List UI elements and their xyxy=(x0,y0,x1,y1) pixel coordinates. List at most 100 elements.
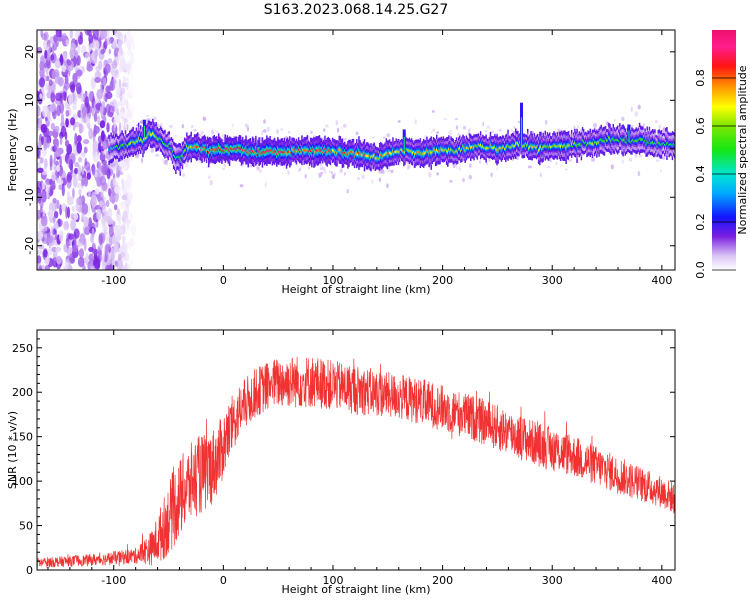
ridge-strip xyxy=(120,144,122,147)
noise-speckle xyxy=(38,265,43,270)
noise-speckle xyxy=(53,158,56,165)
ridge-strip xyxy=(325,151,327,154)
noise-speckle xyxy=(39,77,45,88)
noise-speckle xyxy=(59,230,64,242)
ridge-strip xyxy=(568,144,571,147)
ridge-halo-dot xyxy=(628,157,633,162)
ridge-strip xyxy=(437,150,439,153)
ridge-halo-dot xyxy=(200,130,204,135)
ridge-strip xyxy=(657,141,659,144)
ridge-strip xyxy=(114,145,117,148)
ridge-strip xyxy=(257,149,259,152)
noise-speckle xyxy=(80,95,85,102)
ridge-strip xyxy=(129,142,131,145)
ridge-halo-dot xyxy=(335,120,338,126)
ridge-strip xyxy=(388,151,391,154)
noise-speckle xyxy=(67,206,70,219)
noise-speckle xyxy=(65,206,68,219)
ridge-strip xyxy=(367,154,369,158)
noise-speckle xyxy=(39,205,43,218)
ridge-halo-dot xyxy=(484,129,488,133)
ridge-strip xyxy=(374,157,377,160)
ridge-strip xyxy=(546,144,549,147)
noise-speckle xyxy=(126,264,131,270)
ridge-strip xyxy=(445,149,448,153)
ridge-strip xyxy=(148,131,151,134)
ridge-strip xyxy=(419,151,422,155)
ridge-strip xyxy=(283,150,286,153)
ridge-strip xyxy=(457,147,460,150)
ridge-halo-dot xyxy=(539,172,542,178)
noise-speckle xyxy=(99,200,103,207)
ridge-halo-dot xyxy=(482,121,485,127)
ridge-strip xyxy=(586,144,588,147)
ridge-halo-dot xyxy=(244,123,249,128)
ridge-strip xyxy=(551,145,553,148)
ridge-strip xyxy=(535,146,538,149)
ridge-strip xyxy=(149,133,152,136)
noise-speckle xyxy=(72,102,77,111)
noise-speckle xyxy=(91,163,96,176)
ridge-strip xyxy=(605,139,608,142)
noise-speckle xyxy=(118,122,122,136)
ridge-halo-dot xyxy=(119,171,124,176)
ridge-strip xyxy=(240,151,243,154)
ridge-strip xyxy=(661,142,664,145)
ridge-halo-dot xyxy=(487,157,492,162)
ridge-strip xyxy=(369,156,371,159)
noise-speckle xyxy=(61,112,64,126)
ridge-strip xyxy=(558,144,561,147)
ridge-strip xyxy=(273,150,276,153)
ridge-strip xyxy=(596,142,598,145)
noise-speckle xyxy=(60,125,67,138)
ridge-strip xyxy=(289,150,291,154)
noise-speckle xyxy=(72,72,78,83)
ridge-strip xyxy=(653,142,655,145)
ridge-halo-dot xyxy=(139,120,143,124)
ridge-strip xyxy=(354,152,357,155)
ridge-strip xyxy=(454,150,457,153)
ridge-strip xyxy=(601,140,604,143)
ridge-halo-dot xyxy=(323,128,326,132)
ridge-halo-dot xyxy=(568,159,572,162)
noise-speckle xyxy=(64,100,69,110)
ridge-strip xyxy=(331,149,334,152)
ridge-halo-dot xyxy=(458,166,461,171)
ridge-strip xyxy=(498,147,500,150)
ridge-strip xyxy=(508,145,510,148)
noise-speckle xyxy=(72,174,79,186)
ridge-strip xyxy=(297,148,300,151)
noise-speckle xyxy=(113,204,118,211)
ridge-strip xyxy=(567,144,570,147)
ridge-strip xyxy=(133,141,135,144)
ridge-strip xyxy=(593,141,596,144)
noise-speckle xyxy=(46,186,49,199)
noise-speckle xyxy=(72,143,77,155)
ridge-halo-dot xyxy=(184,162,189,168)
noise-speckle xyxy=(50,103,57,112)
noise-speckle xyxy=(54,202,58,210)
noise-speckle xyxy=(49,154,53,167)
ridge-strip xyxy=(451,149,453,152)
ridge-strip xyxy=(420,153,423,156)
noise-speckle xyxy=(46,43,52,53)
ridge-halo-dot xyxy=(555,161,558,166)
noise-speckle xyxy=(78,188,82,196)
ridge-strip xyxy=(544,144,546,147)
ridge-strip xyxy=(187,148,189,151)
ridge-strip xyxy=(375,157,378,160)
ridge-strip xyxy=(315,149,317,152)
ridge-halo-dot xyxy=(436,172,440,176)
ridge-strip xyxy=(456,151,459,154)
ridge-strip xyxy=(449,150,451,153)
ridge-strip xyxy=(324,148,326,151)
noise-speckle xyxy=(121,241,125,251)
ridge-strip xyxy=(405,148,407,151)
ridge-halo-dot xyxy=(455,125,458,130)
ridge-strip xyxy=(174,155,176,158)
ridge-strip xyxy=(573,142,575,145)
ridge-strip xyxy=(533,144,536,147)
ridge-strip xyxy=(418,151,420,154)
ridge-strip xyxy=(341,152,344,155)
